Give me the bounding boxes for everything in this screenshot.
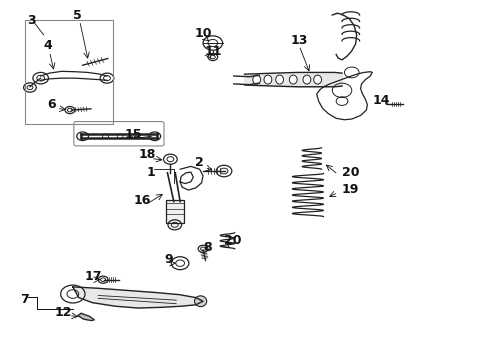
Text: 10: 10	[194, 27, 212, 40]
Polygon shape	[78, 314, 94, 320]
Text: 11: 11	[204, 45, 222, 58]
Text: 2: 2	[194, 156, 203, 169]
Polygon shape	[73, 287, 203, 308]
Text: 12: 12	[54, 306, 72, 319]
Text: 4: 4	[43, 39, 52, 52]
Ellipse shape	[194, 296, 206, 307]
Text: 15: 15	[125, 128, 142, 141]
Text: 9: 9	[163, 253, 172, 266]
Text: 7: 7	[20, 293, 29, 306]
Text: 18: 18	[138, 148, 155, 161]
Bar	[165, 200, 183, 223]
Text: 20: 20	[341, 166, 359, 179]
Text: 5: 5	[73, 9, 81, 22]
Text: 3: 3	[27, 14, 36, 27]
Text: 8: 8	[203, 241, 211, 254]
Ellipse shape	[289, 75, 297, 84]
Ellipse shape	[275, 75, 283, 84]
Ellipse shape	[303, 75, 310, 84]
Text: 1: 1	[147, 166, 155, 179]
Text: 16: 16	[133, 194, 150, 207]
Text: 14: 14	[371, 94, 389, 107]
Text: 20: 20	[224, 234, 241, 247]
Ellipse shape	[264, 75, 271, 84]
Ellipse shape	[252, 75, 260, 84]
Ellipse shape	[313, 75, 321, 84]
Text: 17: 17	[84, 270, 102, 283]
Text: 19: 19	[341, 183, 359, 195]
Text: 13: 13	[290, 35, 307, 48]
Text: 6: 6	[47, 98, 56, 111]
